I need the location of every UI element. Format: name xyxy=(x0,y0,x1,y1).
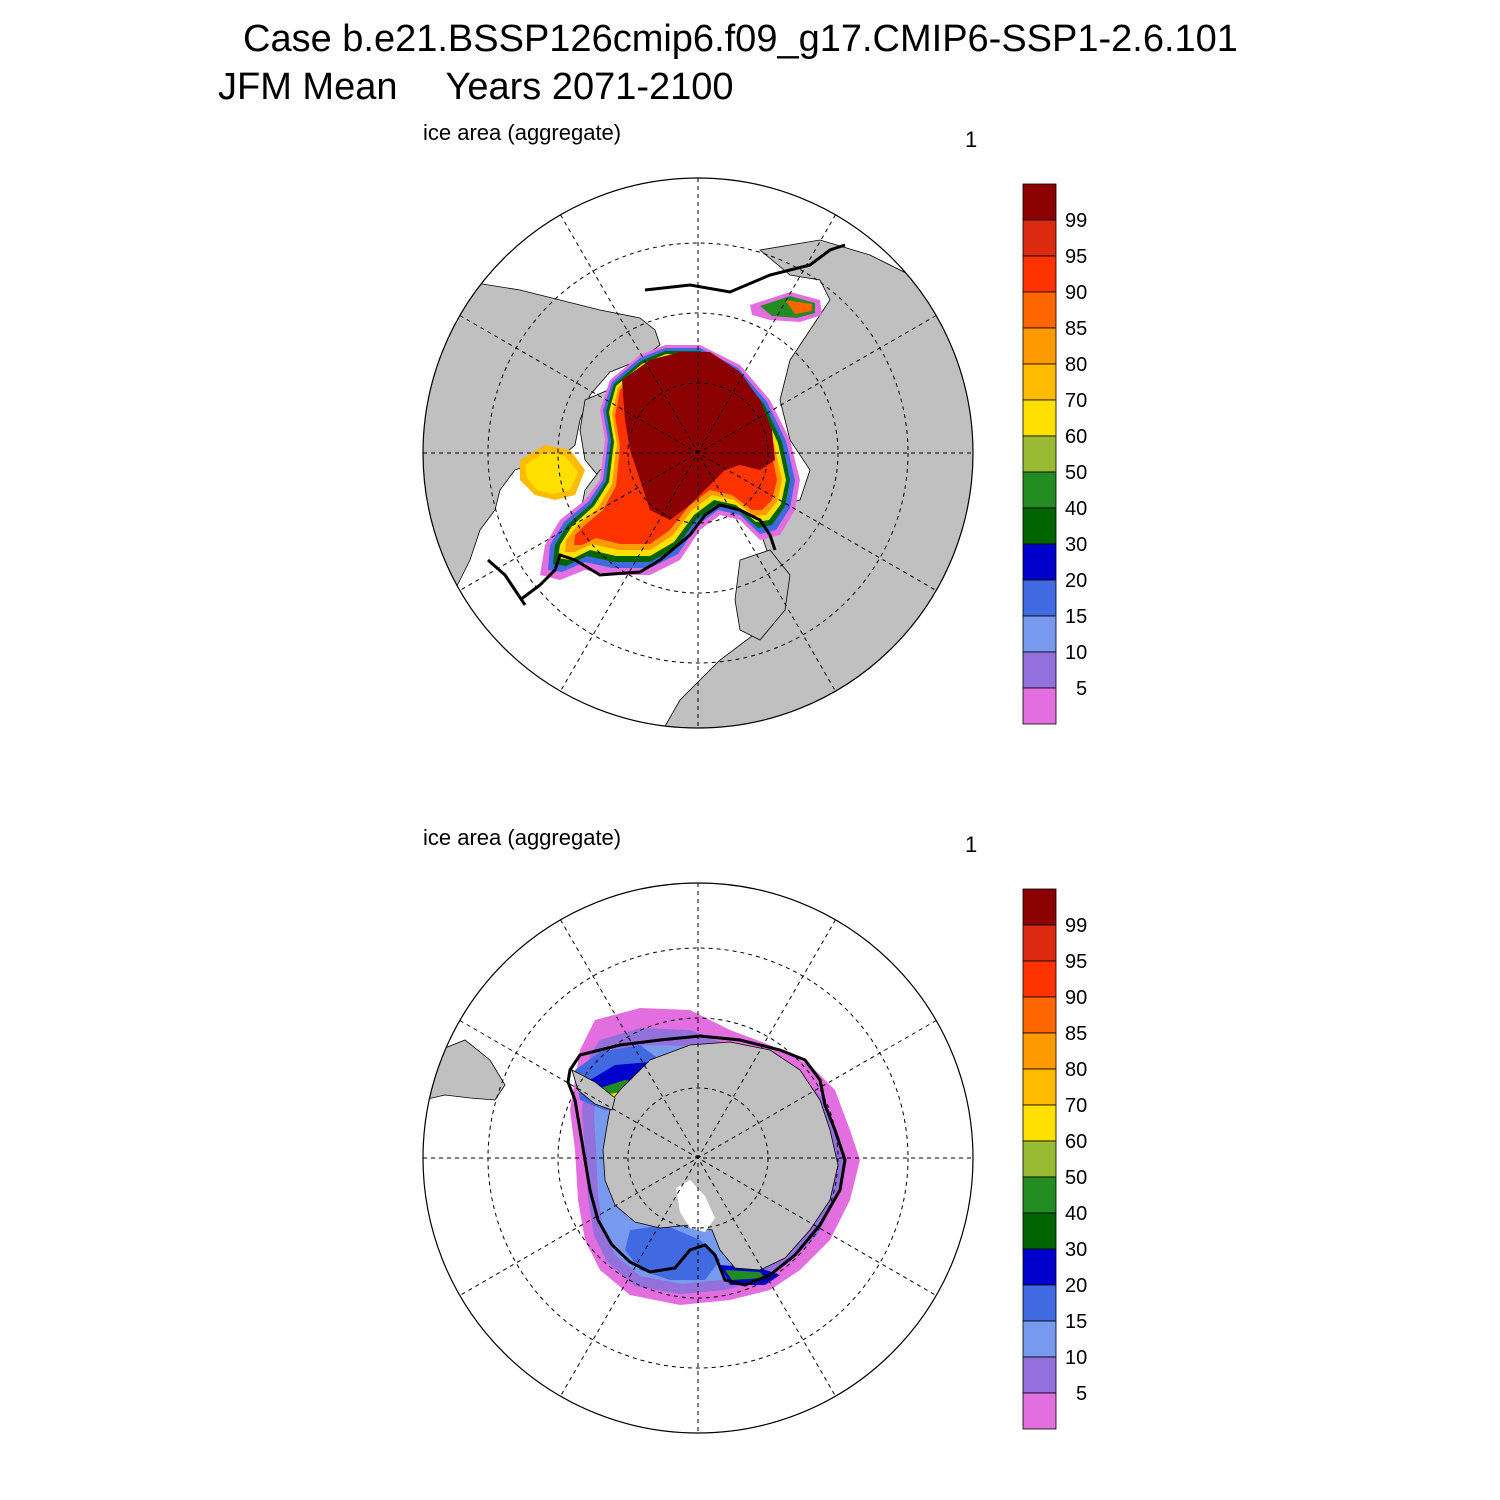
north-colorbar-swatch xyxy=(1022,543,1057,581)
north-colorbar-label: 99 xyxy=(1065,210,1087,232)
south-colorbar-label: 85 xyxy=(1065,1023,1087,1045)
south-colorbar-swatch xyxy=(1022,1284,1057,1322)
south-colorbar-label: 40 xyxy=(1065,1203,1087,1225)
north-graticule xyxy=(423,178,973,728)
north-colorbar-label: 5 xyxy=(1076,678,1087,700)
north-colorbar-swatch xyxy=(1022,687,1057,725)
south-colorbar-swatch xyxy=(1022,1068,1057,1106)
north-polar-map xyxy=(422,177,974,729)
season-label: JFM Mean xyxy=(218,66,398,108)
south-colorbar-swatch xyxy=(1022,1140,1057,1178)
south-colorbar-label: 60 xyxy=(1065,1131,1087,1153)
north-colorbar-label: 15 xyxy=(1065,606,1087,628)
north-colorbar-label: 20 xyxy=(1065,570,1087,592)
north-colorbar-swatch xyxy=(1022,579,1057,617)
north-colorbar-label: 95 xyxy=(1065,246,1087,268)
north-colorbar-swatch xyxy=(1022,471,1057,509)
south-colorbar-swatch xyxy=(1022,1248,1057,1286)
figure-title-period: JFM Mean Years 2071-2100 xyxy=(218,66,734,109)
north-panel-number: 1 xyxy=(965,127,978,152)
north-colorbar-swatch xyxy=(1022,651,1057,689)
north-colorbar-swatch xyxy=(1022,255,1057,293)
south-colorbar-label: 80 xyxy=(1065,1059,1087,1081)
south-colorbar-swatch xyxy=(1022,924,1057,962)
south-colorbar-label: 90 xyxy=(1065,987,1087,1009)
south-colorbar-label: 20 xyxy=(1065,1275,1087,1297)
north-colorbar-label: 50 xyxy=(1065,462,1087,484)
north-colorbar-swatch xyxy=(1022,615,1057,653)
north-colorbar-label: 30 xyxy=(1065,534,1087,556)
figure-title-case: Case b.e21.BSSP126cmip6.f09_g17.CMIP6-SS… xyxy=(243,18,1238,60)
south-colorbar-swatch xyxy=(1022,1392,1057,1430)
north-colorbar-swatch xyxy=(1022,291,1057,329)
south-panel-label: ice area (aggregate) xyxy=(423,825,622,850)
south-colorbar-swatch xyxy=(1022,1320,1057,1358)
south-colorbar-swatch xyxy=(1022,1032,1057,1070)
south-colorbar-swatch xyxy=(1022,888,1057,926)
north-colorbar-label: 40 xyxy=(1065,498,1087,520)
south-colorbar-swatch xyxy=(1022,1176,1057,1214)
south-panel-number: 1 xyxy=(965,832,978,857)
north-colorbar-label: 85 xyxy=(1065,318,1087,340)
north-observed-ice-edge xyxy=(519,503,777,602)
south-polar-map xyxy=(422,882,974,1434)
north-colorbar-swatch xyxy=(1022,327,1057,365)
north-colorbar-swatch xyxy=(1022,219,1057,257)
eurasia-land xyxy=(659,239,973,728)
north-panel-label: ice area (aggregate) xyxy=(423,120,622,145)
south-colorbar-label: 95 xyxy=(1065,951,1087,973)
south-colorbar-label: 50 xyxy=(1065,1167,1087,1189)
north-colorbar: 99 95 90 85 80 70 60 50 40 30 20 15 10 5 xyxy=(1022,183,1087,725)
north-ice-field xyxy=(520,292,822,580)
north-colorbar-swatch xyxy=(1022,399,1057,437)
south-colorbar-swatch xyxy=(1022,1104,1057,1142)
north-colorbar-label: 10 xyxy=(1065,642,1087,664)
north-colorbar-label: 60 xyxy=(1065,426,1087,448)
south-colorbar-label: 10 xyxy=(1065,1347,1087,1369)
north-colorbar-swatch xyxy=(1022,363,1057,401)
south-colorbar-swatch xyxy=(1022,960,1057,998)
south-observed-ice-edge xyxy=(566,1034,847,1287)
north-colorbar-swatch xyxy=(1022,183,1057,221)
south-colorbar-swatch xyxy=(1022,1356,1057,1394)
north-colorbar-label: 90 xyxy=(1065,282,1087,304)
south-colorbar-label: 70 xyxy=(1065,1095,1087,1117)
years-label: Years 2071-2100 xyxy=(445,66,734,108)
north-colorbar-swatch xyxy=(1022,435,1057,473)
south-colorbar: 99 95 90 85 80 70 60 50 40 30 20 15 10 5 xyxy=(1022,888,1087,1430)
antarctica-land xyxy=(602,1041,839,1271)
north-colorbar-label: 80 xyxy=(1065,354,1087,376)
south-colorbar-swatch xyxy=(1022,1212,1057,1250)
south-colorbar-label: 5 xyxy=(1076,1383,1087,1405)
south-colorbar-label: 99 xyxy=(1065,915,1087,937)
north-colorbar-swatch xyxy=(1022,507,1057,545)
north-colorbar-label: 70 xyxy=(1065,390,1087,412)
south-graticule xyxy=(423,883,973,1433)
south-colorbar-swatch xyxy=(1022,996,1057,1034)
south-colorbar-label: 15 xyxy=(1065,1311,1087,1333)
south-colorbar-label: 30 xyxy=(1065,1239,1087,1261)
